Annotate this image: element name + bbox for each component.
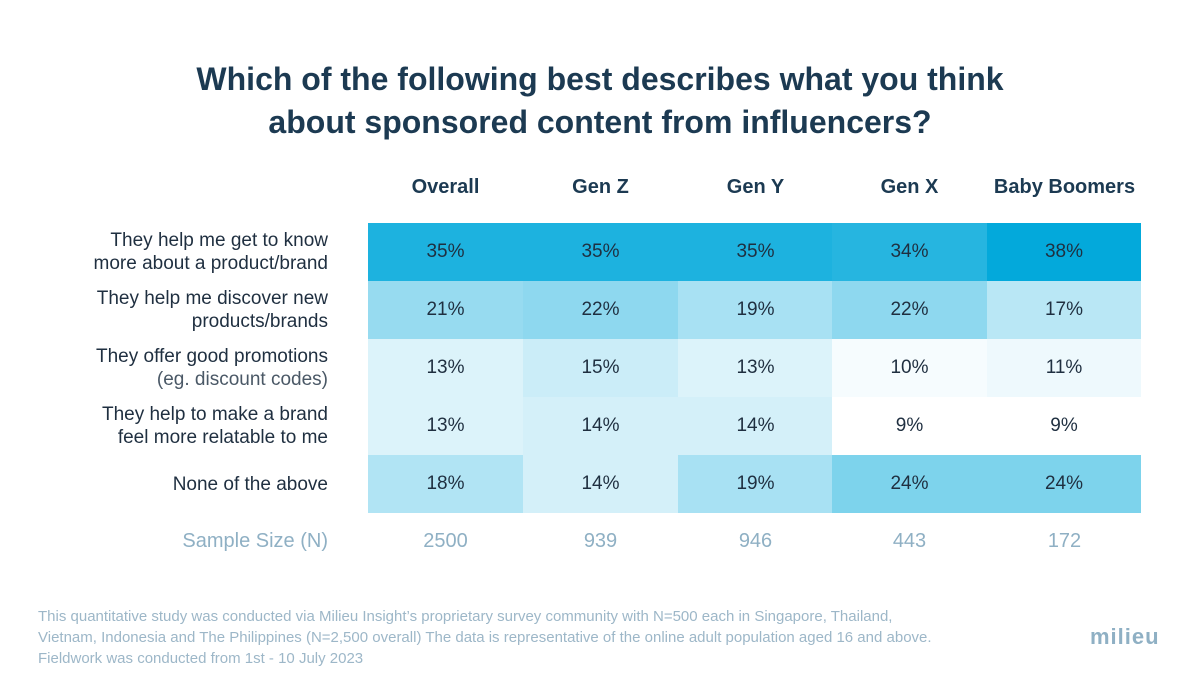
heatmap-cell: 13% <box>678 339 833 397</box>
heatmap-cell: 9% <box>987 397 1141 455</box>
sample-size-baby-boomers: 172 <box>1047 530 1082 552</box>
heatmap-cell: 35% <box>523 223 678 281</box>
row-label-line: They help to make a brand <box>101 404 328 425</box>
chart-title: Which of the following best describes wh… <box>0 58 1200 144</box>
row-label-line: They help me get to know <box>110 230 328 251</box>
heatmap-cell: 13% <box>368 397 523 455</box>
heatmap-cell: 34% <box>832 223 987 281</box>
row-label-1: They help me get to know more about a pro… <box>40 223 329 281</box>
footnote: This quantitative study was conducted vi… <box>38 606 1058 669</box>
heatmap-cell: 22% <box>832 281 987 339</box>
sample-size-label: Sample Size (N) <box>182 530 328 552</box>
heatmap-cell: 19% <box>678 455 833 513</box>
column-header-gen-x: Gen X <box>880 176 939 198</box>
row-label-line: None of the above <box>172 473 328 495</box>
heatmap-cell: 15% <box>523 339 678 397</box>
row-label-4: They help to make a brand feel more relat… <box>40 397 328 455</box>
heatmap-cell: 17% <box>987 281 1141 339</box>
heatmap-cell: 14% <box>523 455 678 513</box>
column-header-gen-y: Gen Y <box>726 176 785 198</box>
heatmap-cell: 35% <box>678 223 833 281</box>
row-label-line: products/brands <box>191 311 328 332</box>
sample-size-overall: 2500 <box>423 530 468 552</box>
heatmap-cell: 9% <box>832 397 987 455</box>
column-header-baby-boomers: Baby Boomers <box>993 176 1136 198</box>
row-label-3: They offer good promotions (eg. discount … <box>40 339 328 397</box>
heatmap-cell: 22% <box>523 281 678 339</box>
heatmap-cell: 13% <box>368 339 523 397</box>
heatmap-cell: 18% <box>368 455 523 513</box>
chart-title-line-1: Which of the following best describes wh… <box>196 61 1004 97</box>
row-label-subline: (eg. discount codes) <box>156 369 328 390</box>
sample-size-gen-x: 443 <box>892 530 927 552</box>
heatmap-cell: 24% <box>832 455 987 513</box>
column-header-overall: Overall <box>411 176 480 198</box>
heatmap-cell: 38% <box>987 223 1141 281</box>
sample-size-gen-z: 939 <box>583 530 618 552</box>
footnote-line-3: Fieldwork was conducted from 1st - 10 Ju… <box>38 650 364 667</box>
row-label-line: They help me discover new <box>96 288 328 309</box>
heatmap-cell: 14% <box>523 397 678 455</box>
row-label-line: They offer good promotions <box>95 346 328 367</box>
column-header-gen-z: Gen Z <box>572 176 629 198</box>
heatmap-cell: 35% <box>368 223 523 281</box>
heatmap-cell: 10% <box>832 339 987 397</box>
heatmap-cell: 19% <box>678 281 833 339</box>
heatmap-cell: 21% <box>368 281 523 339</box>
heatmap-cell: 24% <box>987 455 1141 513</box>
row-label-2: They help me discover new products/brands <box>40 281 328 339</box>
chart-title-line-2: about sponsored content from influencers… <box>268 104 932 140</box>
row-label-line: more about a product/brand <box>93 253 329 274</box>
milieu-logo: milieu <box>1090 624 1160 649</box>
row-label-5: None of the above <box>40 455 328 513</box>
footnote-line-1: This quantitative study was conducted vi… <box>38 608 893 625</box>
heatmap-cell: 14% <box>678 397 833 455</box>
heatmap-cell: 11% <box>987 339 1141 397</box>
row-label-line: feel more relatable to me <box>117 427 328 448</box>
footnote-line-2: Vietnam, Indonesia and The Philippines (… <box>38 629 932 646</box>
sample-size-gen-y: 946 <box>738 530 773 552</box>
